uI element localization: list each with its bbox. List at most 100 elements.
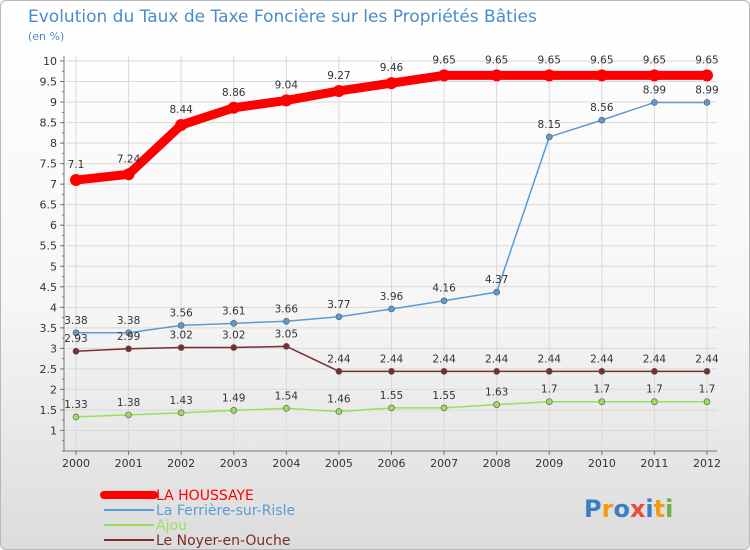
data-label: 4.16 [432, 283, 456, 295]
x-tick-label: 2006 [378, 457, 406, 470]
data-point [595, 69, 608, 82]
data-point [177, 322, 185, 329]
legend-label: LA HOUSSAYE [156, 488, 254, 504]
data-label: 8.99 [695, 84, 718, 96]
data-point [440, 368, 448, 375]
data-point [175, 119, 188, 132]
x-tick-label: 2001 [115, 457, 143, 470]
data-label: 7.1 [68, 159, 85, 171]
x-tick-label: 2003 [220, 457, 248, 470]
data-point [332, 84, 345, 97]
data-label: 1.55 [380, 390, 403, 402]
data-label: 9.65 [432, 54, 455, 66]
data-label: 7.24 [117, 153, 141, 165]
y-axis-unit: (en %) [28, 30, 64, 43]
data-point [385, 77, 398, 90]
data-point [70, 174, 82, 187]
proxiti-logo: Proxiti [584, 495, 673, 523]
y-tick-label: 6.5 [40, 199, 58, 212]
data-label: 8.86 [222, 87, 246, 99]
data-point [598, 368, 606, 375]
data-point [703, 368, 711, 375]
data-label: 9.65 [590, 54, 613, 66]
data-point [493, 368, 500, 375]
data-label: 3.61 [222, 305, 245, 317]
data-point [388, 404, 395, 412]
data-label: 9.04 [275, 79, 299, 91]
data-label: 8.44 [169, 104, 193, 116]
y-tick-label: 1 [50, 424, 57, 437]
data-label: 3.96 [380, 291, 404, 303]
data-point [701, 69, 713, 82]
logo-letter: r [602, 495, 614, 523]
data-point [122, 168, 135, 181]
chart-title: Evolution du Taux de Taxe Foncière sur l… [28, 7, 537, 27]
data-label: 8.15 [538, 119, 561, 131]
data-point [230, 344, 238, 351]
y-tick-label: 3 [50, 342, 57, 355]
data-label: 1.49 [222, 392, 245, 404]
data-point [177, 344, 185, 351]
x-tick-label: 2004 [272, 457, 300, 470]
data-label: 9.46 [380, 62, 404, 74]
legend-label: La Ferrière-sur-Risle [156, 503, 295, 519]
data-label: 9.65 [643, 54, 666, 66]
logo-letter: o [613, 495, 630, 523]
data-point [388, 368, 395, 375]
legend-label: Le Noyer-en-Ouche [156, 533, 290, 549]
data-label: 2.93 [64, 333, 87, 345]
data-label: 9.65 [538, 54, 561, 66]
logo-letter: P [584, 495, 602, 523]
data-point [125, 345, 132, 353]
data-point [493, 401, 500, 408]
data-label: 9.65 [485, 54, 508, 66]
data-label: 1.63 [485, 387, 508, 399]
data-label: 2.44 [695, 353, 719, 365]
data-point [125, 411, 132, 419]
data-point [335, 408, 343, 415]
data-label: 2.99 [117, 331, 140, 343]
data-label: 1.7 [699, 384, 716, 396]
data-point [72, 413, 80, 421]
data-point [283, 343, 290, 350]
data-label: 8.56 [590, 102, 614, 114]
x-tick-label: 2000 [62, 457, 90, 470]
data-label: 1.43 [169, 395, 192, 407]
data-label: 3.66 [275, 303, 299, 315]
x-tick-label: 2005 [325, 457, 353, 470]
data-label: 4.37 [485, 274, 508, 286]
data-label: 2.44 [538, 353, 562, 365]
data-point [703, 398, 711, 406]
y-tick-label: 5.5 [40, 240, 58, 253]
data-point [72, 329, 80, 337]
x-tick-label: 2009 [535, 457, 563, 470]
data-label: 9.65 [695, 54, 718, 66]
data-point [388, 305, 395, 313]
data-label: 2.44 [485, 353, 509, 365]
data-label: 3.38 [64, 315, 87, 327]
data-label: 1.7 [646, 384, 663, 396]
x-tick-label: 2010 [588, 457, 616, 470]
y-tick-label: 7.5 [40, 158, 58, 171]
data-point [493, 288, 500, 296]
data-label: 1.55 [432, 390, 455, 402]
data-labels: 3.38 3.38 3.56 3.61 3.66 3.77 3.96 4.16 4.37 8.15… [64, 54, 719, 411]
data-label: 1.38 [117, 397, 140, 409]
y-tick-label: 9.5 [40, 76, 58, 89]
y-tick-label: 4.5 [40, 281, 58, 294]
data-point [230, 320, 238, 327]
y-tick-label: 8.5 [40, 117, 58, 130]
data-label: 1.7 [541, 384, 558, 396]
logo-letter: x [630, 495, 646, 523]
y-tick-label: 5 [50, 260, 57, 273]
data-point [648, 69, 661, 82]
data-label: 1.46 [327, 394, 351, 406]
logo-letter: t [654, 495, 665, 523]
x-tick-label: 2002 [167, 457, 195, 470]
data-point [490, 69, 503, 82]
data-label: 1.7 [593, 384, 610, 396]
data-label: 1.33 [64, 399, 87, 411]
data-label: 1.54 [275, 390, 299, 402]
